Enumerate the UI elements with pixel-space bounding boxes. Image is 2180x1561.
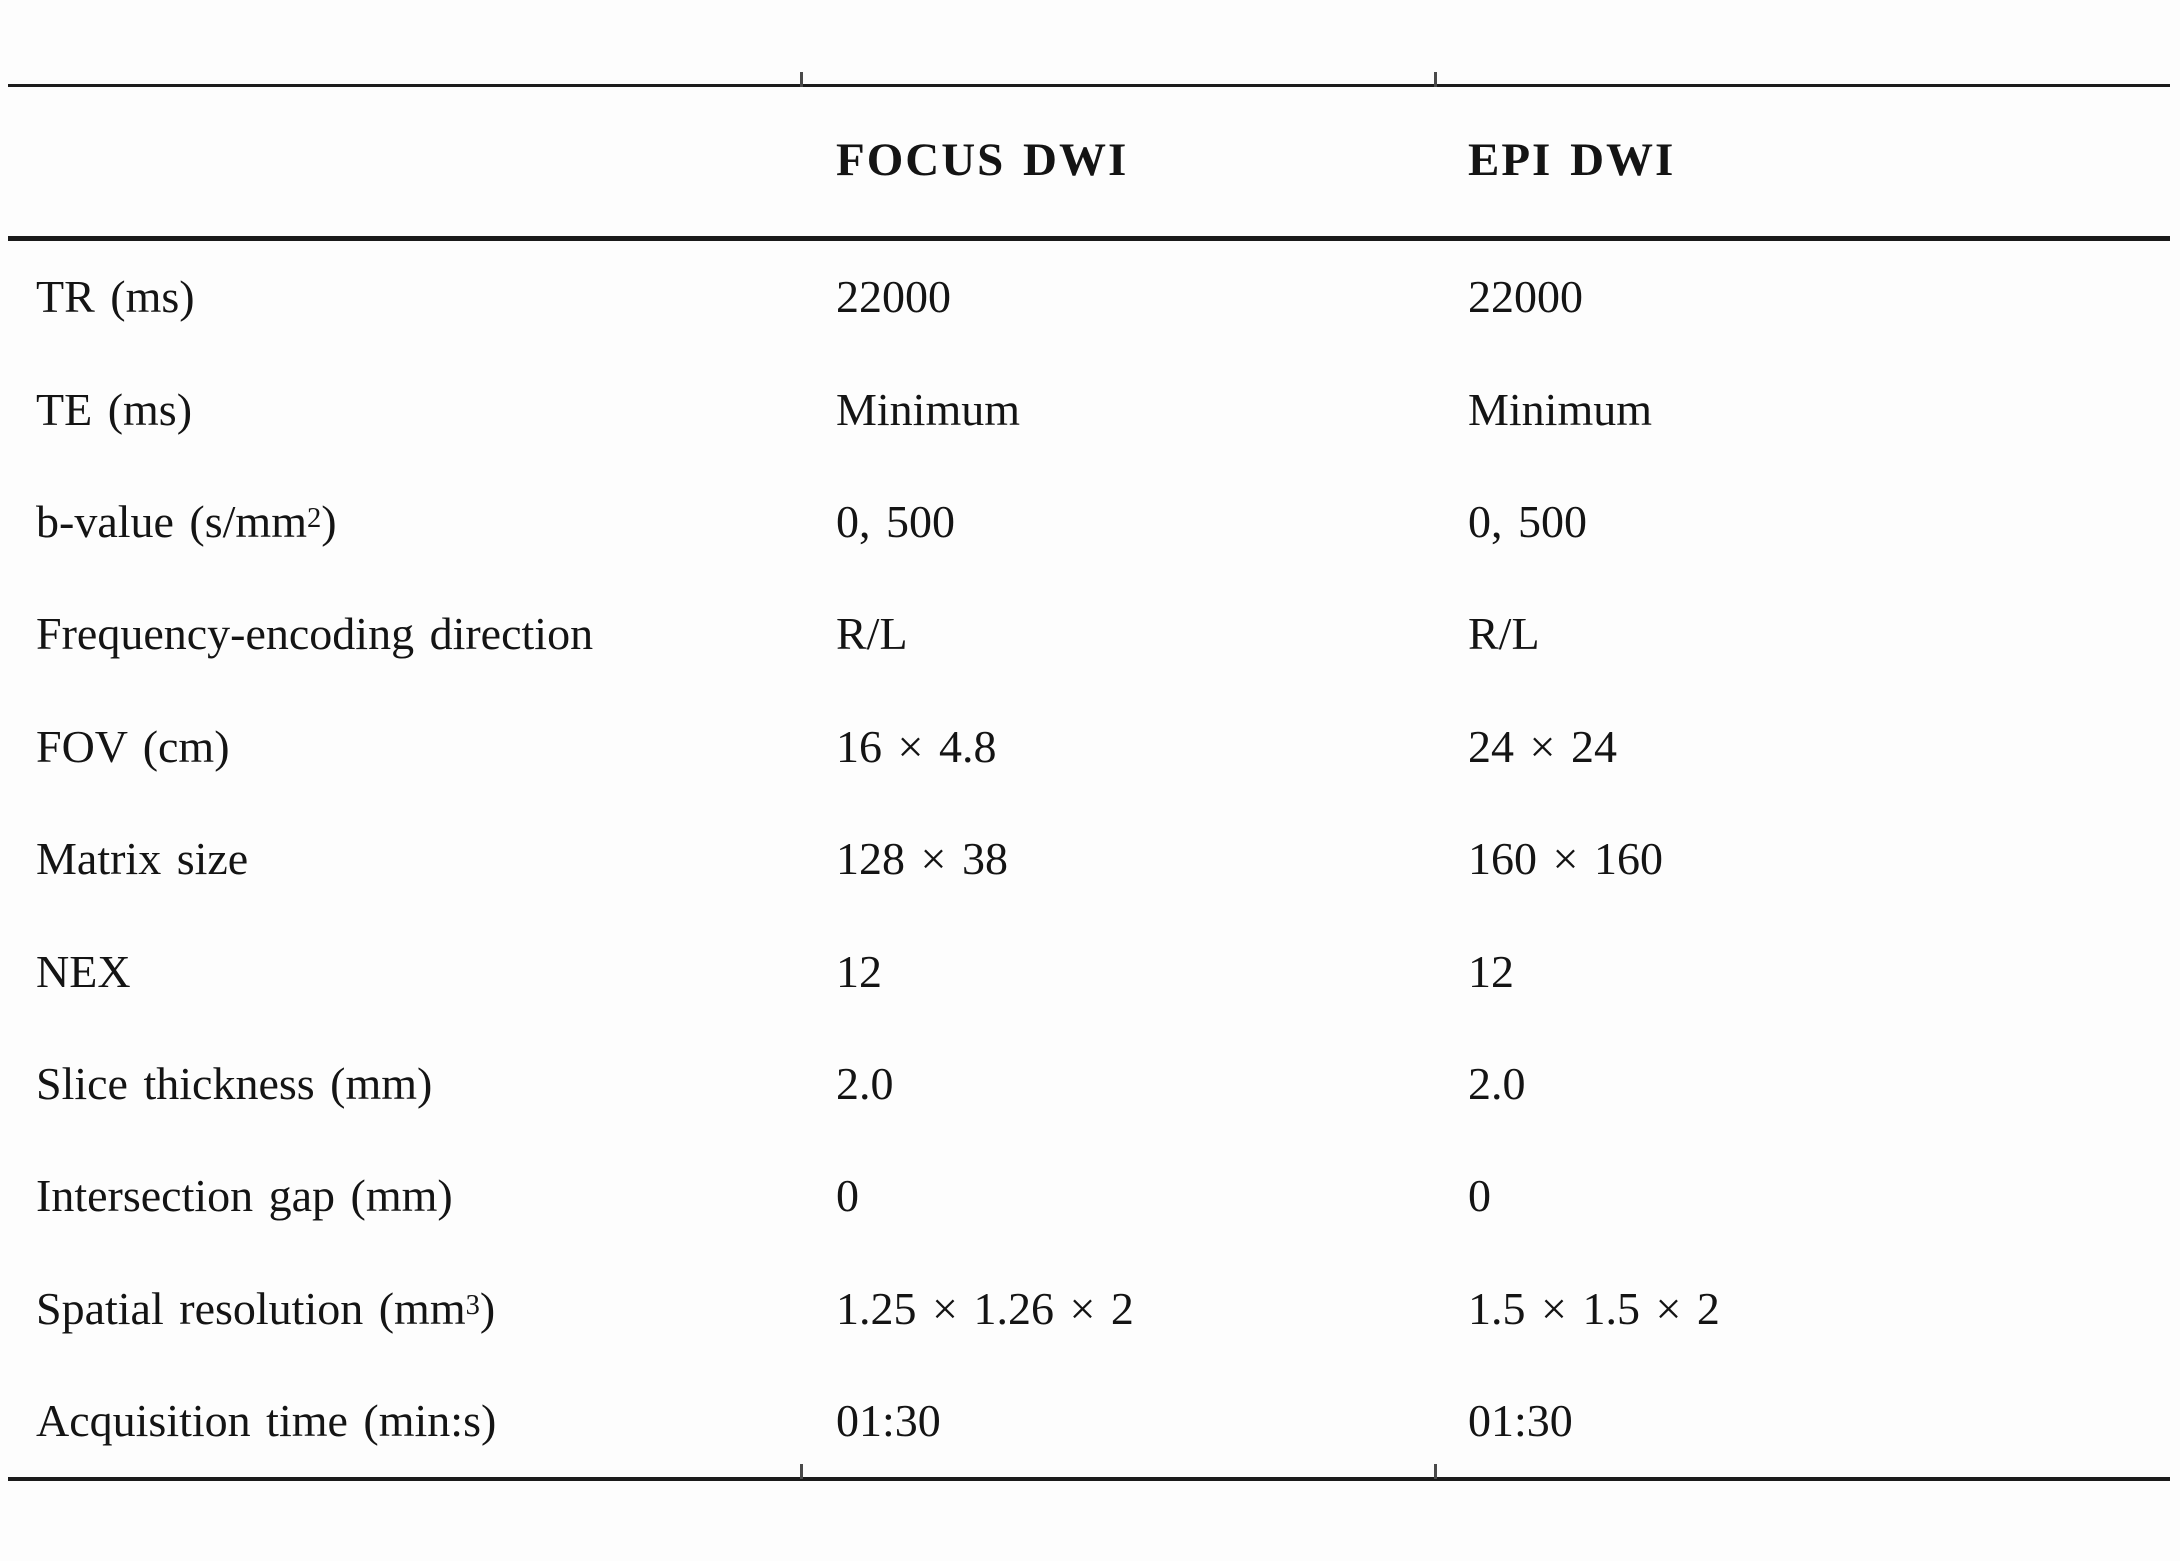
focus-dwi-value: 01:30 — [836, 1395, 941, 1447]
row-label-text: NEX — [36, 945, 131, 997]
focus-dwi-value: 128 × 38 — [836, 833, 1008, 885]
table-row: Intersection gap (mm) 0 0 — [0, 1140, 2180, 1252]
column-divider-tick — [800, 1464, 803, 1479]
epi-dwi-value: 24 × 24 — [1468, 720, 1617, 772]
table-row: b-value (s/mm2) 0, 500 0, 500 — [0, 466, 2180, 578]
row-label: NEX — [0, 945, 800, 997]
row-label: Acquisition time (min:s) — [0, 1398, 800, 1444]
row-label-text: TE (ms) — [36, 383, 193, 435]
epi-dwi-value: 0, 500 — [1468, 495, 1587, 547]
table-row: Slice thickness (mm) 2.0 2.0 — [0, 1028, 2180, 1140]
row-label: Spatial resolution (mm3) — [0, 1282, 800, 1334]
table-row: Spatial resolution (mm3) 1.25 × 1.26 × 2… — [0, 1253, 2180, 1365]
focus-dwi-value: 1.25 × 1.26 × 2 — [836, 1282, 1134, 1334]
epi-dwi-value: Minimum — [1468, 383, 1653, 435]
row-label: Frequency-encoding direction — [0, 611, 800, 657]
table-row: FOV (cm) 16 × 4.8 24 × 24 — [0, 691, 2180, 803]
epi-dwi-value: 0 — [1468, 1170, 1491, 1222]
row-label-text: FOV (cm) — [36, 720, 230, 772]
row-label: Slice thickness (mm) — [0, 1057, 800, 1109]
table-row: Frequency-encoding direction R/L R/L — [0, 578, 2180, 690]
epi-dwi-value: 1.5 × 1.5 × 2 — [1468, 1282, 1720, 1334]
column-header-focus-dwi: FOCUS DWI — [836, 134, 1129, 186]
table-body: TR (ms) 22000 22000 TE (ms) Minimum Mini… — [0, 241, 2180, 1477]
row-label: TE (ms) — [0, 383, 800, 435]
row-label-text: Spatial resolution (mm — [36, 1282, 466, 1334]
row-label: FOV (cm) — [0, 720, 800, 772]
column-divider-tick — [800, 72, 803, 87]
table-header-row: FOCUS DWI EPI DWI — [0, 85, 2180, 236]
focus-dwi-value: 12 — [836, 945, 882, 997]
column-divider-tick — [1434, 72, 1437, 87]
row-label-text: Slice thickness (mm) — [36, 1057, 433, 1109]
table-header-rule — [8, 236, 2170, 241]
focus-dwi-value: 16 × 4.8 — [836, 720, 997, 772]
table-row: NEX 12 12 — [0, 915, 2180, 1027]
focus-dwi-value: 0, 500 — [836, 495, 955, 547]
focus-dwi-value: Minimum — [836, 383, 1021, 435]
epi-dwi-value: 2.0 — [1468, 1057, 1526, 1109]
row-label-text: Matrix size — [36, 833, 249, 885]
epi-dwi-value: R/L — [1468, 608, 1540, 660]
epi-dwi-value: 12 — [1468, 945, 1514, 997]
epi-dwi-value: 160 × 160 — [1468, 833, 1663, 885]
row-label-text: TR (ms) — [36, 271, 195, 323]
epi-dwi-value: 01:30 — [1468, 1395, 1573, 1447]
table-row: Acquisition time (min:s) 01:30 01:30 — [0, 1365, 2180, 1477]
row-label-text: ) — [479, 1282, 496, 1334]
table-row: TR (ms) 22000 22000 — [0, 241, 2180, 353]
row-label-text: b-value (s/mm — [36, 495, 307, 547]
row-label-superscript: 2 — [307, 503, 322, 534]
row-label: TR (ms) — [0, 274, 800, 320]
row-label-superscript: 3 — [465, 1289, 480, 1321]
focus-dwi-value: 22000 — [836, 271, 951, 323]
row-label-text: Intersection gap (mm) — [36, 1170, 453, 1222]
row-label: b-value (s/mm2) — [0, 495, 800, 547]
focus-dwi-value: 2.0 — [836, 1057, 894, 1109]
focus-dwi-value: 0 — [836, 1170, 859, 1222]
focus-dwi-value: R/L — [836, 608, 908, 660]
table-row: TE (ms) Minimum Minimum — [0, 353, 2180, 465]
column-header-epi-dwi: EPI DWI — [1468, 134, 1676, 186]
row-label-text: Acquisition time (min:s) — [36, 1395, 497, 1447]
row-label-text: ) — [321, 495, 337, 547]
row-label: Intersection gap (mm) — [0, 1173, 800, 1219]
row-label-text: Frequency-encoding direction — [36, 608, 594, 660]
epi-dwi-value: 22000 — [1468, 271, 1583, 323]
table-top-rule — [8, 84, 2170, 87]
row-label: Matrix size — [0, 836, 800, 882]
table-bottom-rule — [8, 1477, 2170, 1481]
column-divider-tick — [1434, 1464, 1437, 1479]
table-row: Matrix size 128 × 38 160 × 160 — [0, 803, 2180, 915]
